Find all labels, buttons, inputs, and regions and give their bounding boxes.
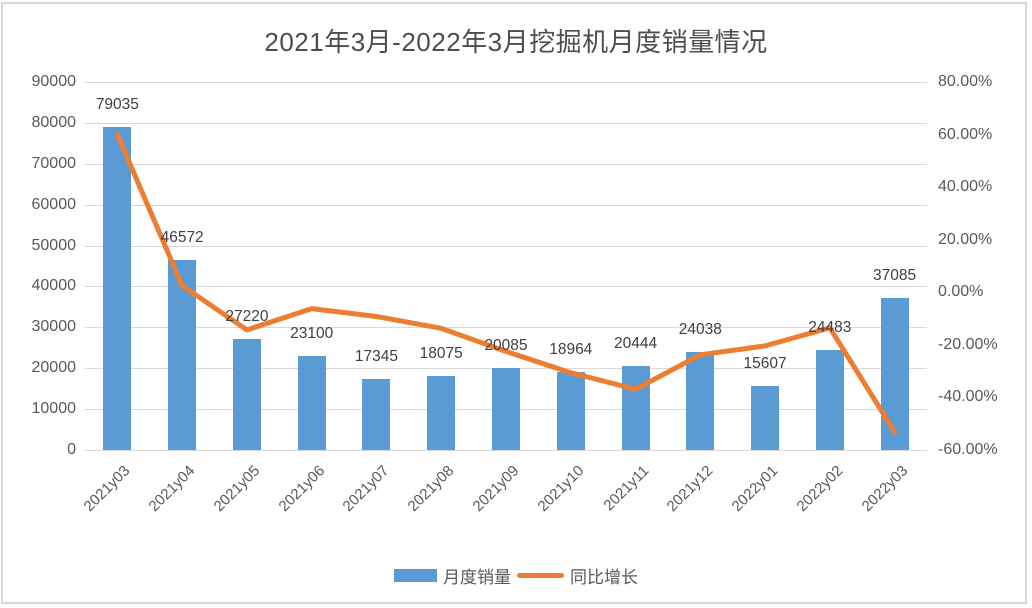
y-axis-left-tick: 50000 bbox=[31, 236, 77, 254]
gridline bbox=[85, 82, 927, 83]
y-axis-left-tick: 60000 bbox=[31, 195, 77, 213]
y-axis-left-tick: 90000 bbox=[31, 73, 77, 90]
x-axis-label-2021y09: 2021y09 bbox=[469, 462, 523, 516]
x-axis-label-2021y05: 2021y05 bbox=[210, 462, 264, 516]
bar-2021y04 bbox=[168, 259, 197, 450]
data-label: 15607 bbox=[743, 355, 787, 373]
x-axis-label-2022y02: 2022y02 bbox=[793, 462, 847, 516]
x-axis-label-2021y08: 2021y08 bbox=[404, 462, 458, 516]
bar-2021y07 bbox=[362, 379, 391, 450]
data-label: 18075 bbox=[419, 345, 463, 363]
x-axis-label-2021y11: 2021y11 bbox=[599, 462, 652, 515]
data-label: 37085 bbox=[873, 267, 917, 285]
bar-2022y03 bbox=[880, 298, 909, 450]
x-axis-label-2022y01: 2022y01 bbox=[728, 462, 782, 516]
x-axis-label-2021y07: 2021y07 bbox=[340, 462, 393, 516]
legend-line-swatch-icon bbox=[517, 573, 564, 578]
gridline bbox=[85, 450, 927, 451]
y-axis-right-tick: -60.00% bbox=[938, 441, 998, 458]
x-axis-label-2021y06: 2021y06 bbox=[275, 462, 329, 516]
y-axis-left-tick: 10000 bbox=[31, 400, 77, 418]
y-axis-right-tick: 40.00% bbox=[938, 178, 993, 196]
legend: 月度销量 同比增长 bbox=[0, 563, 1032, 588]
x-axis-label-2021y12: 2021y12 bbox=[663, 462, 717, 516]
y-axis-left-tick: 30000 bbox=[31, 318, 77, 336]
legend-item-line: 同比增长 bbox=[517, 563, 638, 588]
y-axis-left-tick: 80000 bbox=[31, 113, 77, 131]
bar-2021y08 bbox=[427, 376, 456, 450]
data-label: 24038 bbox=[678, 320, 722, 338]
gridline bbox=[85, 123, 927, 124]
bar-2021y12 bbox=[686, 351, 715, 450]
y-axis-right-tick: 80.00% bbox=[938, 73, 993, 90]
y-axis-left-tick: 70000 bbox=[31, 154, 77, 172]
gridline bbox=[85, 286, 927, 287]
y-axis-left-tick: 40000 bbox=[31, 277, 77, 295]
bar-2021y11 bbox=[621, 366, 650, 450]
bar-2021y09 bbox=[492, 367, 520, 450]
x-axis-label-2021y03: 2021y03 bbox=[80, 462, 134, 516]
bar-2021y05 bbox=[232, 338, 261, 450]
data-label: 24483 bbox=[808, 318, 852, 336]
bar-2021y06 bbox=[297, 355, 326, 450]
bar-2022y02 bbox=[815, 349, 844, 450]
y-axis-right-tick: -20.00% bbox=[938, 335, 998, 353]
y-axis-right-tick: -40.00% bbox=[938, 388, 998, 406]
data-label: 17345 bbox=[354, 348, 398, 366]
legend-item-bar: 月度销量 bbox=[394, 563, 511, 588]
gridline bbox=[85, 205, 927, 206]
y-axis-left-tick: 20000 bbox=[31, 359, 77, 377]
data-label: 46572 bbox=[160, 228, 204, 246]
legend-label: 同比增长 bbox=[570, 568, 638, 587]
data-label: 27220 bbox=[225, 307, 269, 325]
data-label: 20085 bbox=[484, 336, 528, 354]
y-axis-left-tick: 0 bbox=[67, 441, 76, 458]
y-axis-right-tick: 0.00% bbox=[938, 283, 984, 301]
y-axis-right-tick: 20.00% bbox=[938, 230, 993, 248]
data-label: 23100 bbox=[290, 324, 334, 342]
legend-bar-swatch-icon bbox=[394, 569, 437, 582]
x-axis-label-2021y10: 2021y10 bbox=[534, 462, 588, 516]
bar-2022y01 bbox=[751, 386, 780, 450]
data-label: 18964 bbox=[549, 341, 593, 359]
y-axis-right-tick: 60.00% bbox=[938, 125, 993, 143]
data-label: 20444 bbox=[613, 335, 658, 353]
x-axis-label-2021y04: 2021y04 bbox=[145, 462, 199, 516]
chart-title: 2021年3月-2022年3月挖掘机月度销量情况 bbox=[264, 27, 768, 57]
legend-label: 月度销量 bbox=[443, 568, 511, 587]
gridline bbox=[85, 164, 927, 165]
bar-2021y03 bbox=[103, 126, 132, 450]
x-axis-label-2022y03: 2022y03 bbox=[858, 462, 911, 516]
bar-2021y10 bbox=[556, 372, 585, 450]
data-label: 79035 bbox=[95, 95, 139, 113]
